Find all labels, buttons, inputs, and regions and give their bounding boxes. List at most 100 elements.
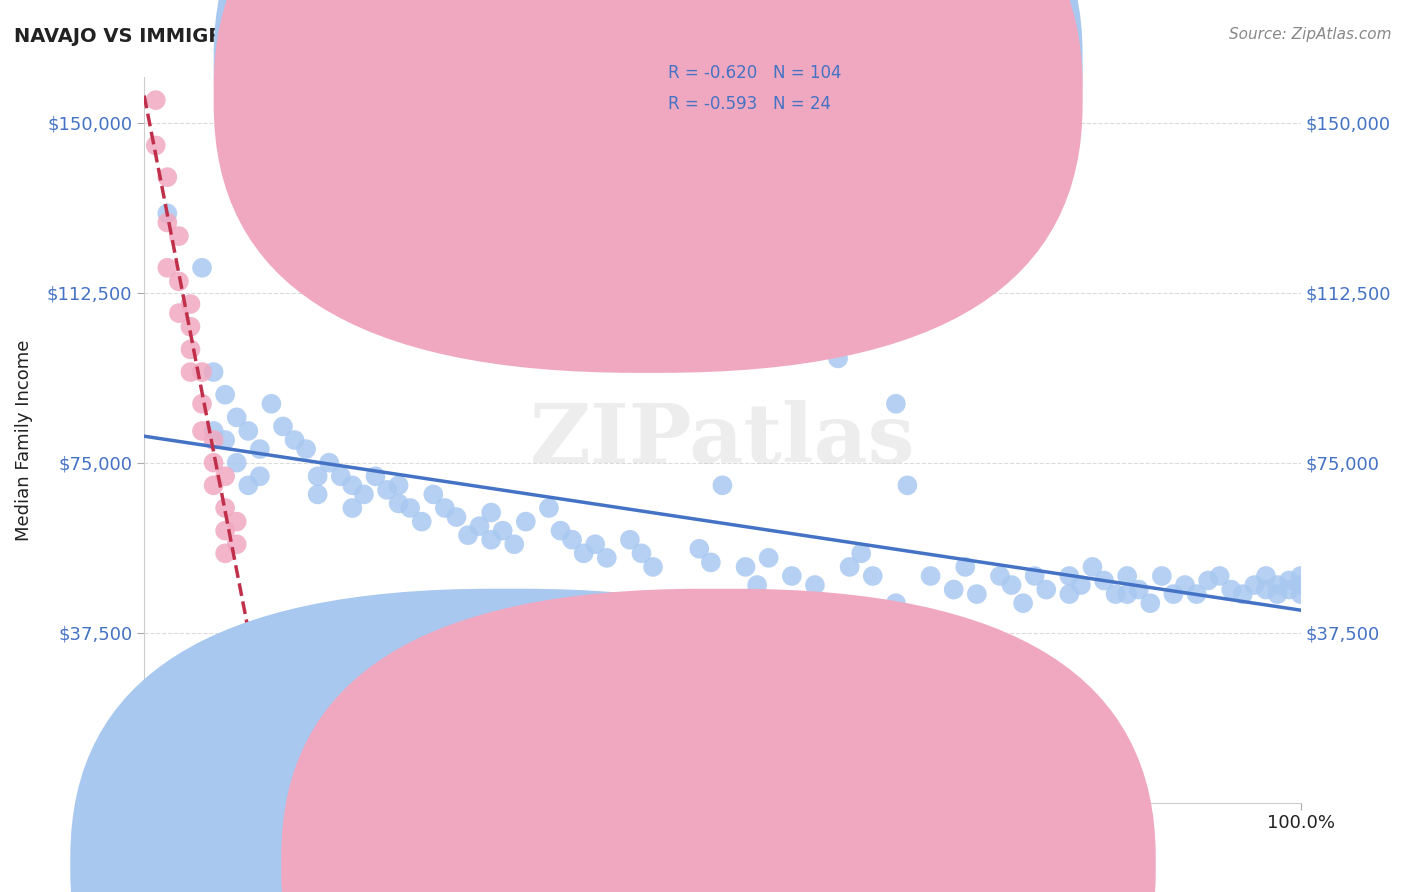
- Point: [295, 442, 318, 456]
- Point: [457, 528, 479, 542]
- Point: [1059, 569, 1081, 583]
- Point: [1092, 574, 1115, 588]
- Point: [399, 501, 422, 516]
- Point: [1289, 578, 1312, 592]
- Point: [238, 424, 260, 438]
- Point: [884, 397, 907, 411]
- Point: [1104, 587, 1126, 601]
- Point: [468, 519, 491, 533]
- Point: [503, 537, 526, 551]
- Point: [1070, 578, 1092, 592]
- Point: [179, 343, 201, 357]
- Point: [202, 424, 225, 438]
- Point: [654, 260, 676, 275]
- Point: [214, 501, 236, 516]
- Point: [955, 560, 977, 574]
- Point: [1267, 578, 1289, 592]
- Point: [734, 560, 756, 574]
- Text: ZIPatlas: ZIPatlas: [530, 400, 915, 480]
- Point: [156, 215, 179, 229]
- Point: [942, 582, 965, 597]
- Point: [1254, 582, 1277, 597]
- Point: [202, 433, 225, 447]
- Point: [388, 478, 411, 492]
- Point: [1116, 587, 1139, 601]
- Point: [745, 578, 768, 592]
- Point: [179, 365, 201, 379]
- Point: [988, 569, 1011, 583]
- Point: [769, 605, 792, 619]
- Point: [1220, 582, 1243, 597]
- Point: [167, 229, 190, 244]
- Point: [156, 260, 179, 275]
- Point: [1081, 560, 1104, 574]
- Point: [167, 274, 190, 288]
- Point: [1163, 587, 1185, 601]
- Point: [214, 433, 236, 447]
- Point: [688, 541, 710, 556]
- Point: [1059, 587, 1081, 601]
- Point: [375, 483, 398, 497]
- Point: [920, 569, 942, 583]
- Point: [1150, 569, 1173, 583]
- Point: [966, 587, 988, 601]
- Point: [225, 410, 247, 425]
- Point: [583, 537, 606, 551]
- Point: [202, 456, 225, 470]
- Point: [758, 550, 780, 565]
- Text: Navajo: Navajo: [527, 855, 585, 873]
- Point: [1278, 574, 1301, 588]
- Point: [433, 501, 456, 516]
- Point: [214, 546, 236, 560]
- Point: [156, 206, 179, 220]
- Point: [1000, 578, 1022, 592]
- Text: NAVAJO VS IMMIGRANTS FROM FIJI MEDIAN FAMILY INCOME CORRELATION CHART: NAVAJO VS IMMIGRANTS FROM FIJI MEDIAN FA…: [14, 27, 905, 45]
- Point: [1174, 578, 1197, 592]
- Point: [446, 510, 468, 524]
- Point: [422, 487, 444, 501]
- Point: [342, 478, 364, 492]
- Point: [1116, 569, 1139, 583]
- Point: [225, 456, 247, 470]
- Point: [179, 319, 201, 334]
- Point: [1254, 569, 1277, 583]
- Point: [896, 478, 918, 492]
- Point: [1012, 596, 1035, 610]
- Point: [596, 550, 619, 565]
- Point: [191, 424, 214, 438]
- Point: [838, 560, 860, 574]
- Point: [364, 469, 387, 483]
- Point: [630, 546, 652, 560]
- Point: [179, 297, 201, 311]
- Point: [353, 487, 375, 501]
- Point: [249, 442, 271, 456]
- Point: [479, 506, 502, 520]
- Point: [537, 628, 560, 642]
- Point: [307, 469, 329, 483]
- Point: [1278, 582, 1301, 597]
- Point: [1128, 582, 1150, 597]
- Point: [1197, 574, 1219, 588]
- Point: [827, 351, 849, 366]
- Point: [318, 456, 340, 470]
- Text: R = -0.620   N = 104: R = -0.620 N = 104: [668, 64, 841, 82]
- Point: [1035, 582, 1057, 597]
- Point: [665, 297, 688, 311]
- Point: [249, 469, 271, 483]
- Point: [214, 524, 236, 538]
- Point: [145, 138, 167, 153]
- Point: [342, 501, 364, 516]
- Text: R = -0.593   N = 24: R = -0.593 N = 24: [668, 95, 831, 113]
- Point: [537, 501, 560, 516]
- Point: [1267, 587, 1289, 601]
- Point: [1232, 587, 1254, 601]
- Point: [1024, 569, 1046, 583]
- Point: [700, 555, 723, 569]
- Point: [225, 515, 247, 529]
- Point: [202, 478, 225, 492]
- Point: [214, 469, 236, 483]
- Point: [1289, 569, 1312, 583]
- Point: [388, 496, 411, 510]
- Point: [884, 596, 907, 610]
- Point: [515, 515, 537, 529]
